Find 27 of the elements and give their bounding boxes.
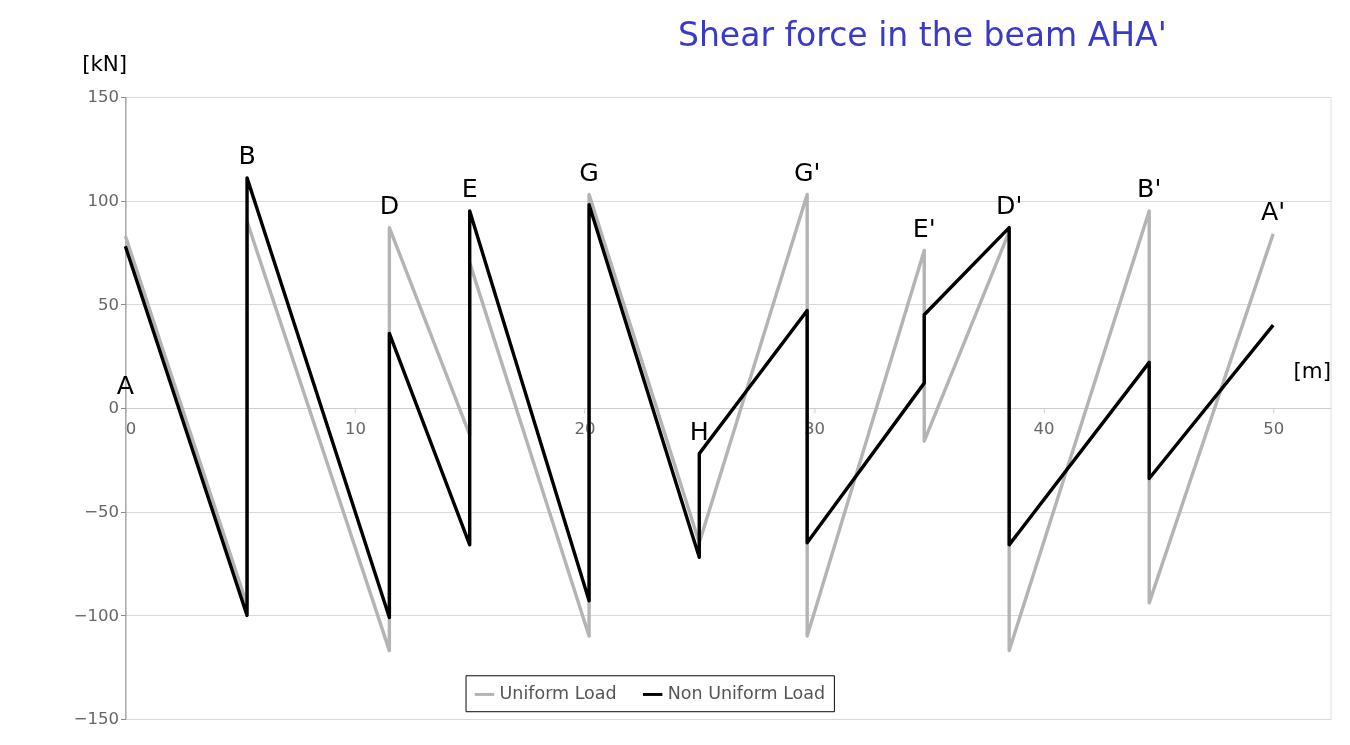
y-tick-label: −100 — [73, 605, 120, 625]
annotation: A — [116, 371, 135, 401]
annotation: E' — [912, 213, 936, 243]
annotation: G' — [793, 157, 821, 187]
y-tick-label: 0 — [108, 398, 120, 418]
y-tick-label: 50 — [98, 294, 120, 314]
x-tick-label: 40 — [1033, 418, 1055, 438]
legend-label: Non Uniform Load — [667, 683, 826, 704]
y-tick-label: 150 — [87, 87, 120, 107]
annotation: H — [689, 417, 709, 447]
annotation: G — [579, 157, 599, 187]
annotation: A' — [1261, 197, 1286, 227]
y-tick-label: −150 — [73, 709, 120, 729]
x-tick-label: 0 — [125, 418, 137, 438]
y-tick-label: −50 — [84, 502, 120, 522]
annotation: B' — [1137, 174, 1162, 204]
annotation: E — [461, 174, 478, 204]
annotation: D — [379, 191, 400, 221]
legend-label: Uniform Load — [499, 683, 617, 704]
chart-title: Shear force in the beam AHA' — [677, 15, 1167, 55]
annotation: B — [238, 141, 256, 171]
x-tick-label: 50 — [1263, 418, 1285, 438]
y-tick-label: 100 — [87, 191, 120, 211]
x-tick-label: 10 — [344, 418, 366, 438]
annotation: D' — [995, 191, 1023, 221]
x-axis-title: [m] — [1293, 358, 1332, 384]
y-axis-title: [kN] — [82, 51, 128, 77]
